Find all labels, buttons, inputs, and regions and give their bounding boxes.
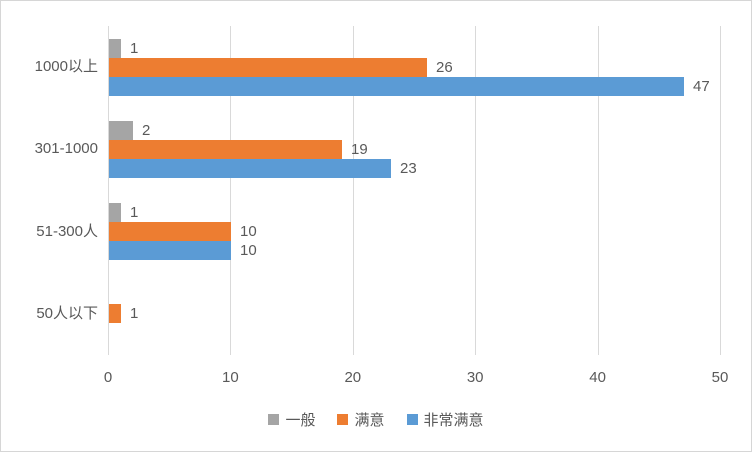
gridline xyxy=(230,26,231,355)
bar-value-label: 26 xyxy=(436,59,453,76)
legend: 一般 满意 非常满意 xyxy=(1,409,751,430)
x-axis-tick-label: 50 xyxy=(711,369,729,386)
bar-value-label: 47 xyxy=(693,78,710,95)
bar xyxy=(109,77,684,96)
category-label: 1000以上 xyxy=(34,58,98,75)
bar-value-label: 1 xyxy=(130,305,139,322)
gridline xyxy=(108,26,109,355)
bar xyxy=(109,203,121,222)
x-axis-tick-label: 40 xyxy=(589,369,606,386)
gridline xyxy=(475,26,476,355)
legend-item: 满意 xyxy=(337,409,385,430)
legend-item: 一般 xyxy=(268,409,315,430)
legend-label: 一般 xyxy=(285,412,316,429)
bar-value-label: 10 xyxy=(240,223,257,240)
bar-value-label: 19 xyxy=(351,141,368,158)
category-label: 301-1000 xyxy=(34,140,98,157)
bar xyxy=(109,222,231,241)
bar-value-label: 1 xyxy=(130,204,139,221)
bar xyxy=(109,140,342,159)
bar xyxy=(109,159,391,178)
legend-label: 满意 xyxy=(354,412,385,429)
bar-value-label: 23 xyxy=(400,160,417,177)
bar-value-label: 10 xyxy=(240,242,257,259)
legend-swatch-icon xyxy=(406,414,418,425)
legend-label: 非常满意 xyxy=(423,412,484,429)
category-label: 51-300人 xyxy=(36,223,98,240)
legend-swatch-icon xyxy=(268,414,280,425)
x-axis-tick-label: 0 xyxy=(103,369,113,386)
bar xyxy=(109,121,133,140)
legend-swatch-icon xyxy=(337,414,349,425)
bar xyxy=(109,304,121,323)
category-label: 50人以下 xyxy=(36,305,98,322)
bar xyxy=(109,241,231,260)
bar-value-label: 2 xyxy=(142,122,151,139)
gridline xyxy=(353,26,354,355)
bar-value-label: 1 xyxy=(130,40,139,57)
legend-item: 非常满意 xyxy=(406,409,484,430)
gridline xyxy=(598,26,599,355)
bar xyxy=(109,58,427,77)
x-axis-tick-label: 10 xyxy=(222,369,239,386)
x-axis-tick-label: 20 xyxy=(344,369,362,386)
bar xyxy=(109,39,121,58)
gridline xyxy=(720,26,721,355)
x-axis-tick-label: 30 xyxy=(466,369,484,386)
